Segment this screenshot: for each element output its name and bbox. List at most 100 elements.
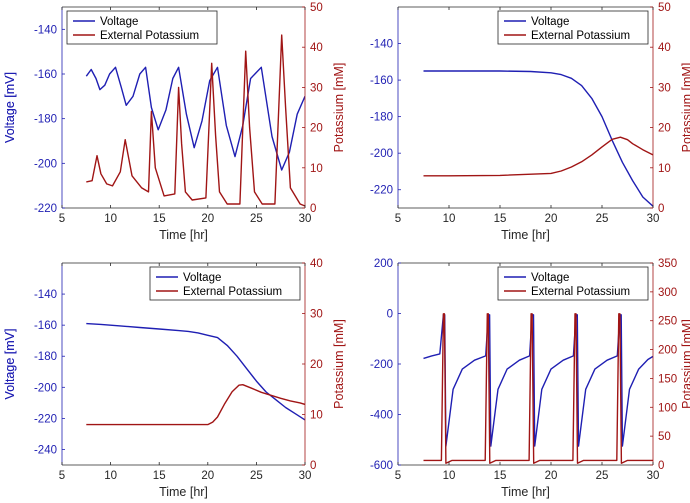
y-right-tick: 350 — [650, 258, 677, 270]
y-axis-left-label: Voltage [mV] — [3, 72, 17, 143]
y-left-tick-label: -180 — [34, 114, 57, 126]
x-tick-label: 5 — [395, 470, 401, 482]
chart-panel-4: 5 10 15 20 25 30-600-400-20002000501001502002… — [3, 258, 690, 499]
y-right-tick-label: 200 — [658, 345, 677, 357]
y-right-tick-label: 50 — [310, 2, 323, 14]
y-right-tick: 100 — [650, 402, 677, 414]
chart-panel-1: 5 10 15 20 25 30 -220 -200 -180 -160 -140 0 10 20 30 40… — [3, 2, 346, 242]
x-tick-label: 15 — [494, 470, 507, 482]
legend-item-potassium: External Potassium — [156, 286, 282, 298]
y-left-tick: -160 — [370, 75, 401, 87]
x-tick: 15 — [494, 7, 506, 225]
voltage-series-line — [85, 66, 305, 171]
x-tick-label: 25 — [250, 470, 263, 482]
x-axis-label: Time [hr] — [159, 228, 208, 242]
y-axis-right-label: Potassium [mM] — [680, 63, 690, 153]
y-right-tick: 30 — [302, 82, 323, 94]
x-tick: 10 — [443, 7, 455, 225]
voltage-series-line — [86, 322, 305, 421]
y-left-tick: -240 — [34, 444, 65, 456]
y-left-tick: -140 — [34, 289, 65, 301]
y-right-tick-label: 10 — [310, 163, 323, 175]
y-right-tick: 20 — [302, 123, 323, 135]
potassium-series-line — [423, 136, 653, 177]
x-tick: 30 — [299, 7, 312, 225]
y-right-tick: 40 — [302, 42, 323, 54]
x-tick: 15 — [494, 263, 507, 482]
legend-box — [66, 10, 218, 45]
y-right-tick-label: 350 — [658, 258, 677, 270]
y-left-tick-label: -400 — [370, 410, 393, 422]
y-right-tick: 30 — [650, 82, 671, 94]
y-axis-left-label: Voltage [mV] — [3, 329, 17, 400]
y-left-tick-label: -200 — [34, 382, 57, 394]
y-right-tick-label: 250 — [658, 316, 677, 328]
x-tick-label: 20 — [201, 213, 214, 225]
x-tick-label: 20 — [545, 470, 558, 482]
y-right-tick-label: 0 — [310, 460, 316, 472]
y-axis-right-label: Potassium [mM] — [680, 319, 690, 409]
x-tick-label: 5 — [59, 470, 65, 482]
y-right-tick: 50 — [302, 2, 323, 14]
y-right-tick-label: 20 — [310, 359, 323, 371]
y-left-tick: -160 — [34, 320, 65, 332]
y-right-tick: 40 — [650, 42, 671, 54]
y-right-tick: 10 — [650, 163, 671, 175]
y-right-tick: 0 — [302, 460, 316, 472]
legend: Voltage External Potassium — [66, 10, 218, 45]
y-right-tick: 0 — [650, 203, 664, 215]
legend-box — [497, 10, 649, 45]
y-left-tick-label: -600 — [370, 460, 393, 472]
y-right-tick-label: 0 — [658, 203, 664, 215]
x-tick: 10 — [443, 263, 455, 482]
x-axis-label: Time [hr] — [501, 485, 550, 499]
x-axis-label: Time [hr] — [501, 228, 550, 242]
y-left-tick: -200 — [370, 359, 401, 371]
x-tick-label: 30 — [647, 470, 660, 482]
y-right-tick: 20 — [650, 123, 671, 135]
x-tick: 5 — [59, 263, 65, 482]
y-right-tick: 150 — [650, 373, 677, 385]
y-left-tick: -200 — [370, 148, 401, 160]
y-left-tick-label: -160 — [34, 69, 57, 81]
y-right-tick-label: 300 — [658, 287, 677, 299]
y-left-tick-label: -220 — [370, 185, 393, 197]
y-left-tick: -200 — [34, 158, 65, 170]
y-left-tick: -400 — [370, 410, 401, 422]
potassium-series-line — [86, 384, 305, 426]
legend-item-potassium: External Potassium — [73, 30, 199, 42]
x-tick: 5 — [59, 7, 65, 225]
x-tick: 5 — [395, 7, 401, 225]
y-right-tick: 40 — [302, 258, 323, 270]
legend-item-voltage: Voltage — [156, 272, 221, 284]
legend-label: Voltage — [531, 16, 569, 28]
legend-label: Voltage — [100, 16, 138, 28]
potassium-series-line — [86, 34, 305, 207]
y-left-tick: -160 — [34, 69, 65, 81]
x-tick-label: 30 — [299, 213, 312, 225]
x-tick-label: 5 — [59, 213, 65, 225]
x-tick: 15 — [153, 263, 166, 482]
x-tick-label: 30 — [299, 470, 312, 482]
y-right-tick-label: 10 — [310, 410, 323, 422]
y-left-tick: -180 — [34, 114, 65, 126]
y-left-tick-label: -240 — [34, 444, 57, 456]
y-left-tick: -220 — [370, 185, 401, 197]
y-right-tick: 250 — [650, 316, 677, 328]
y-left-tick: 200 — [374, 258, 401, 270]
y-left-tick-label: -140 — [370, 39, 393, 51]
y-right-tick-label: 100 — [658, 402, 677, 414]
x-tick-label: 15 — [153, 470, 166, 482]
y-left-tick: -180 — [370, 112, 401, 124]
y-right-tick: 10 — [302, 410, 323, 422]
legend-label: Voltage — [531, 272, 569, 284]
y-left-tick-label: -160 — [370, 75, 393, 87]
x-tick-label: 20 — [201, 470, 214, 482]
y-left-tick: -180 — [34, 351, 65, 363]
x-tick-label: 10 — [104, 213, 117, 225]
y-right-tick: 50 — [650, 2, 671, 14]
y-left-tick-label: -200 — [34, 158, 57, 170]
y-left-tick-label: -180 — [370, 112, 393, 124]
legend-item-potassium: External Potassium — [504, 286, 630, 298]
